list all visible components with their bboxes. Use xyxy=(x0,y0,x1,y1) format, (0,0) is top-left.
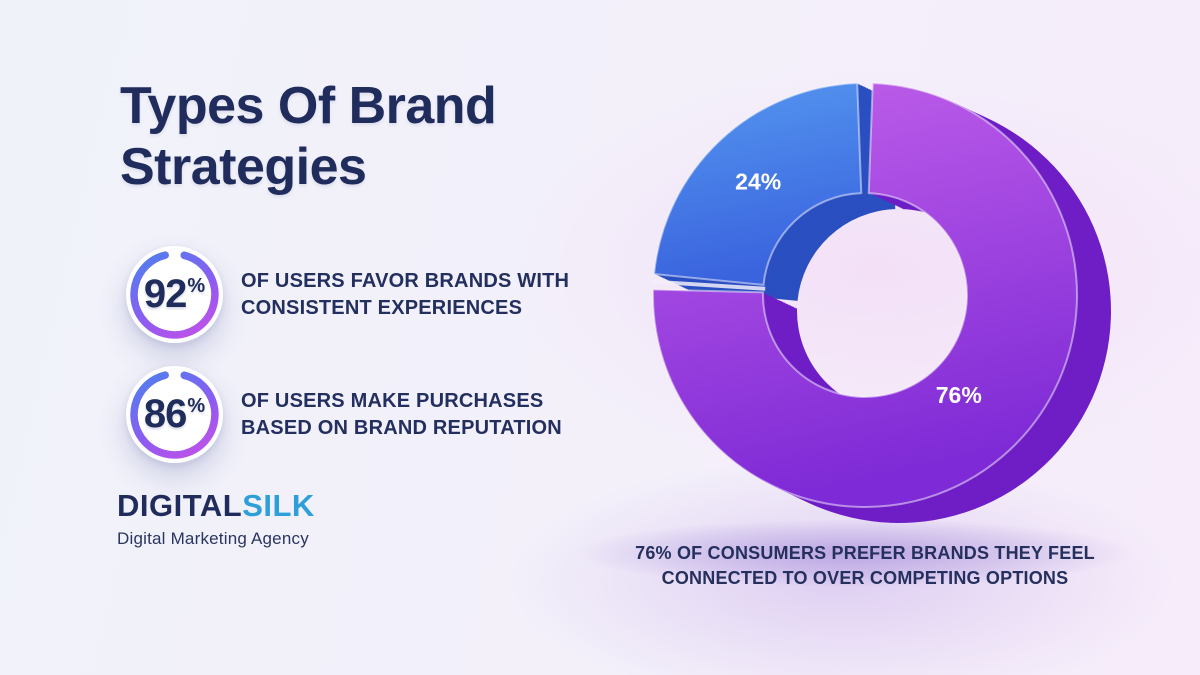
page-title: Types Of Brand Strategies xyxy=(120,77,497,197)
segment-label: 24% xyxy=(735,168,781,194)
stat-number: 86 xyxy=(143,392,187,436)
stat-label: OF USERS MAKE PURCHASES BASED ON BRAND R… xyxy=(241,390,562,439)
logo-silk: SILK xyxy=(242,488,315,523)
stat-number: 92 xyxy=(143,272,187,316)
stat-badge-92: 92 % xyxy=(126,246,223,343)
percent-sign: % xyxy=(187,395,206,417)
stat-badge-86: 86 % xyxy=(126,366,223,463)
stat-value: 86 % xyxy=(126,366,223,463)
percent-sign: % xyxy=(187,275,206,297)
segment-divider xyxy=(651,279,766,291)
donut-segment xyxy=(652,82,863,286)
chart-caption: 76% OF CONSUMERS PREFER BRANDS THEY FEEL… xyxy=(635,543,1095,588)
donut-chart: 76% 24% xyxy=(575,82,1135,587)
logo-digital: DIGITAL xyxy=(117,488,243,523)
progress-ring-icon xyxy=(130,250,219,339)
stat-label: OF USERS FAVOR BRANDS WITH CONSISTENT EX… xyxy=(241,270,570,319)
stat-row-consistency: 92 % OF USERS FAVOR BRANDS WITH CONSISTE… xyxy=(126,246,589,343)
segment-label: 76% xyxy=(936,382,982,408)
progress-ring-icon xyxy=(130,370,219,459)
stat-row-reputation: 86 % OF USERS MAKE PURCHASES BASED ON BR… xyxy=(126,366,589,463)
logo-tagline: Digital Marketing Agency xyxy=(117,529,309,548)
donut-chart-area: 76% 24% xyxy=(575,45,1190,605)
stat-value: 92 % xyxy=(126,246,223,343)
brand-logo: DIGITALSILK Digital Marketing Agency xyxy=(117,488,315,549)
donut-segment xyxy=(652,82,1078,508)
donut-shadow xyxy=(575,519,1135,587)
logo-wordmark: DIGITALSILK xyxy=(117,488,315,524)
